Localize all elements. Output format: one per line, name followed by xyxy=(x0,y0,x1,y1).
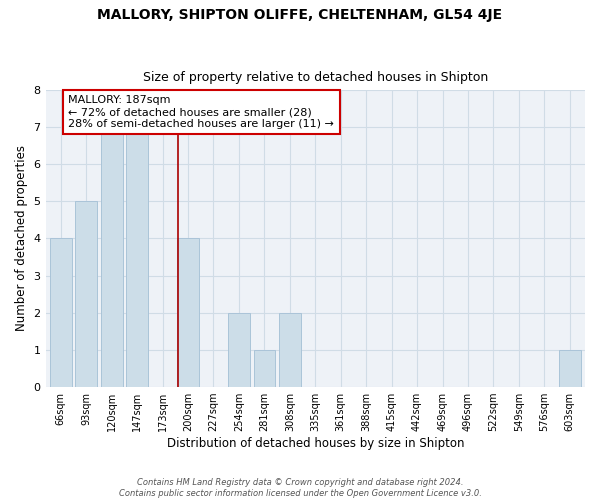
Text: Contains HM Land Registry data © Crown copyright and database right 2024.
Contai: Contains HM Land Registry data © Crown c… xyxy=(119,478,481,498)
Bar xyxy=(279,313,301,387)
Bar xyxy=(559,350,581,387)
Bar xyxy=(228,313,250,387)
Bar xyxy=(101,127,122,387)
X-axis label: Distribution of detached houses by size in Shipton: Distribution of detached houses by size … xyxy=(167,437,464,450)
Bar xyxy=(76,202,97,387)
Text: MALLORY, SHIPTON OLIFFE, CHELTENHAM, GL54 4JE: MALLORY, SHIPTON OLIFFE, CHELTENHAM, GL5… xyxy=(97,8,503,22)
Text: MALLORY: 187sqm
← 72% of detached houses are smaller (28)
28% of semi-detached h: MALLORY: 187sqm ← 72% of detached houses… xyxy=(68,96,334,128)
Title: Size of property relative to detached houses in Shipton: Size of property relative to detached ho… xyxy=(143,72,488,85)
Y-axis label: Number of detached properties: Number of detached properties xyxy=(15,146,28,332)
Bar xyxy=(127,127,148,387)
Bar xyxy=(254,350,275,387)
Bar xyxy=(50,238,71,387)
Bar xyxy=(177,238,199,387)
